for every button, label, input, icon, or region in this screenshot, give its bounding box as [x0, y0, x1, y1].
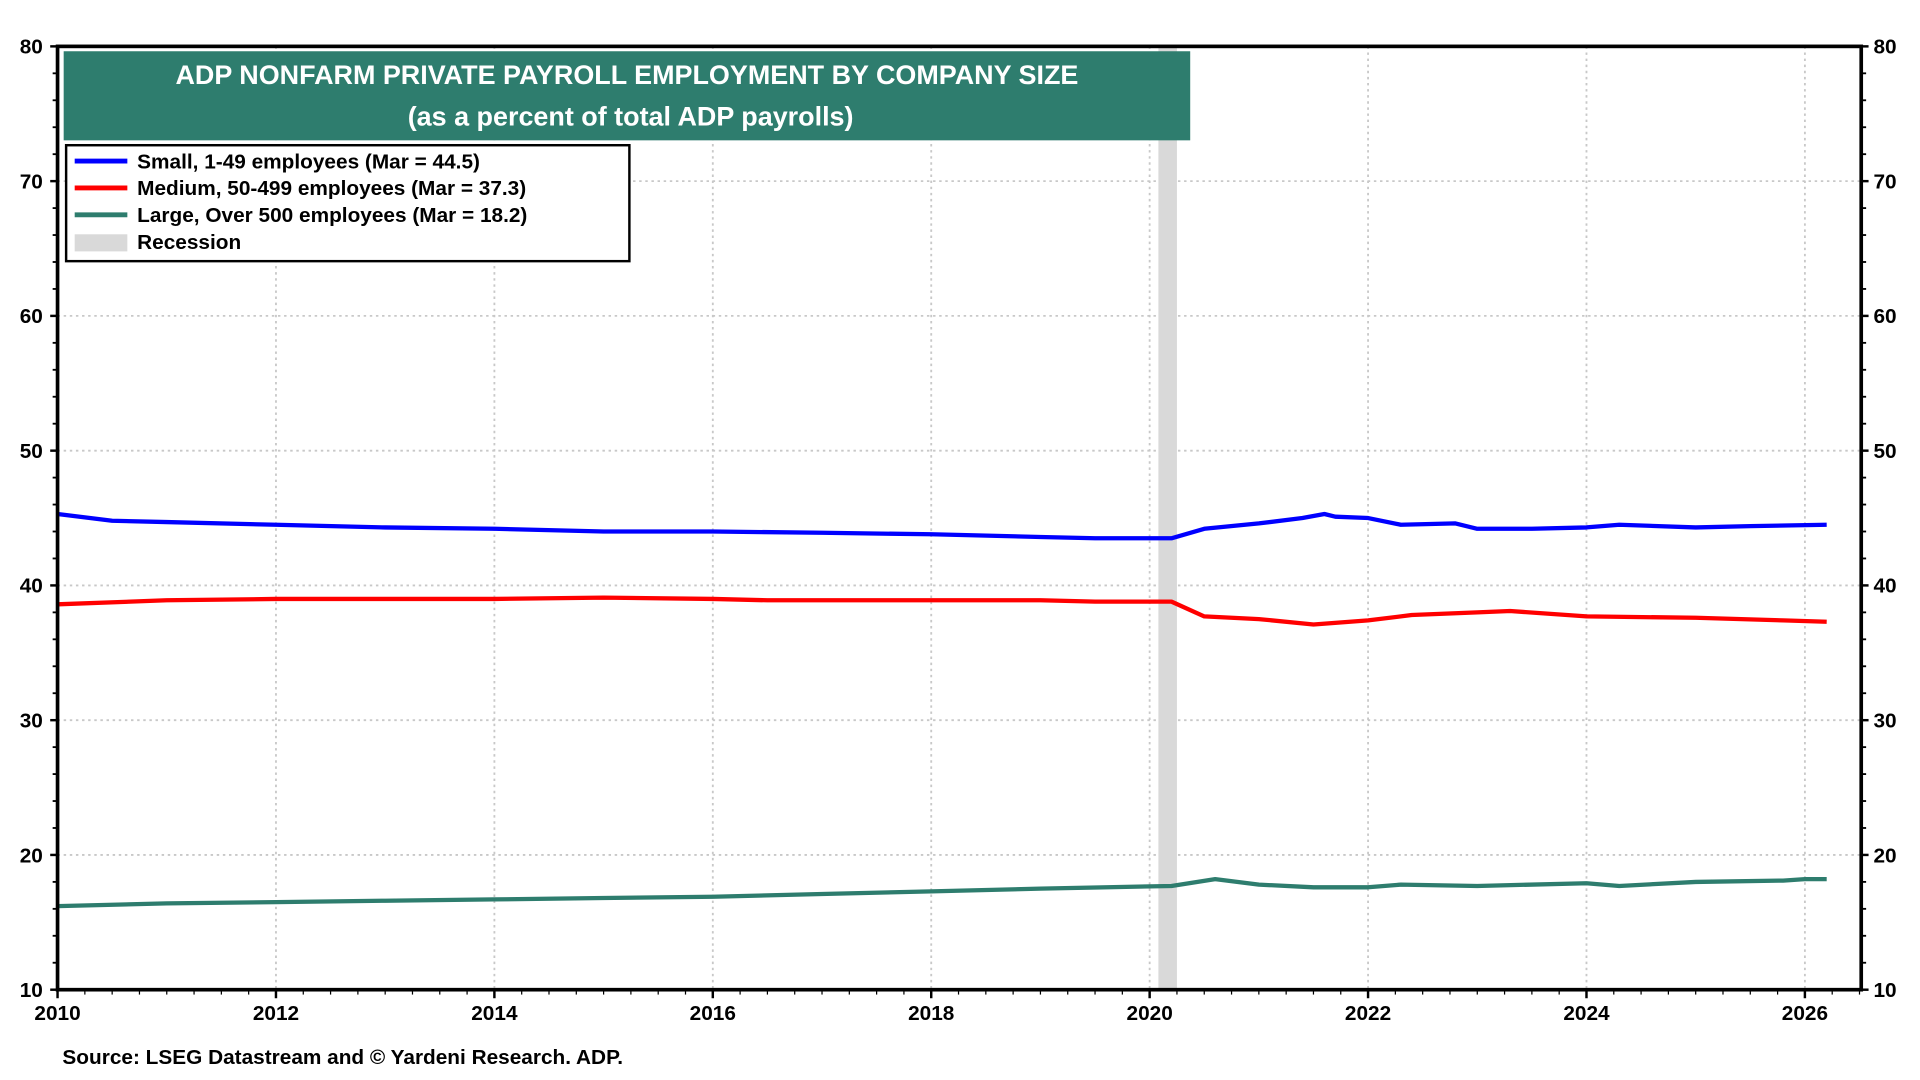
- y-tick-label-right: 40: [1873, 575, 1896, 598]
- recession-band: [1158, 46, 1177, 990]
- x-tick-label: 2022: [1345, 1002, 1391, 1025]
- x-tick-label: 2012: [253, 1002, 299, 1025]
- y-tick-label-right: 60: [1873, 305, 1896, 328]
- legend-label-large: Large, Over 500 employees (Mar = 18.2): [137, 204, 527, 227]
- x-tick-label: 2014: [471, 1002, 518, 1025]
- y-tick-label-left: 50: [20, 440, 43, 463]
- series-line-small: [57, 511, 1827, 541]
- y-tick-label-left: 80: [20, 36, 43, 59]
- legend-label-recession: Recession: [137, 231, 241, 254]
- series-line-large: [57, 876, 1827, 909]
- series-line-medium: [57, 595, 1827, 627]
- y-tick-label-left: 60: [20, 305, 43, 328]
- title-box: ADP NONFARM PRIVATE PAYROLL EMPLOYMENT B…: [63, 51, 1191, 141]
- y-tick-label-left: 30: [20, 710, 43, 733]
- x-tick-label: 2016: [690, 1002, 736, 1025]
- x-tick-label: 2024: [1563, 1002, 1610, 1025]
- chart-subtitle: (as a percent of total ADP payrolls): [408, 102, 854, 132]
- legend: Small, 1-49 employees (Mar = 44.5) Mediu…: [64, 144, 631, 263]
- legend-label-small: Small, 1-49 employees (Mar = 44.5): [137, 150, 480, 173]
- y-tick-label-right: 10: [1873, 979, 1896, 1002]
- x-tick-label: 2020: [1127, 1002, 1173, 1025]
- grid: [57, 46, 1862, 990]
- x-tick-label: 2010: [34, 1002, 80, 1025]
- y-tick-label-left: 40: [20, 575, 43, 598]
- y-tick-label-right: 80: [1873, 36, 1896, 59]
- legend-swatch-recession: [74, 234, 128, 252]
- y-tick-label-right: 50: [1873, 440, 1896, 463]
- y-tick-label-right: 30: [1873, 710, 1896, 733]
- y-tick-label-left: 70: [20, 170, 43, 193]
- source-note: Source: LSEG Datastream and © Yardeni Re…: [62, 1046, 623, 1069]
- plot-frame: [55, 44, 1864, 992]
- series-lines: [57, 511, 1827, 909]
- legend-label-medium: Medium, 50-499 employees (Mar = 37.3): [137, 177, 526, 200]
- y-tick-label-left: 10: [20, 979, 43, 1002]
- x-tick-label: 2026: [1782, 1002, 1828, 1025]
- y-tick-label-right: 70: [1873, 170, 1896, 193]
- chart-title: ADP NONFARM PRIVATE PAYROLL EMPLOYMENT B…: [175, 60, 1078, 90]
- x-tick-label: 2018: [908, 1002, 954, 1025]
- y-tick-label-left: 20: [20, 844, 43, 867]
- y-tick-label-right: 20: [1873, 844, 1896, 867]
